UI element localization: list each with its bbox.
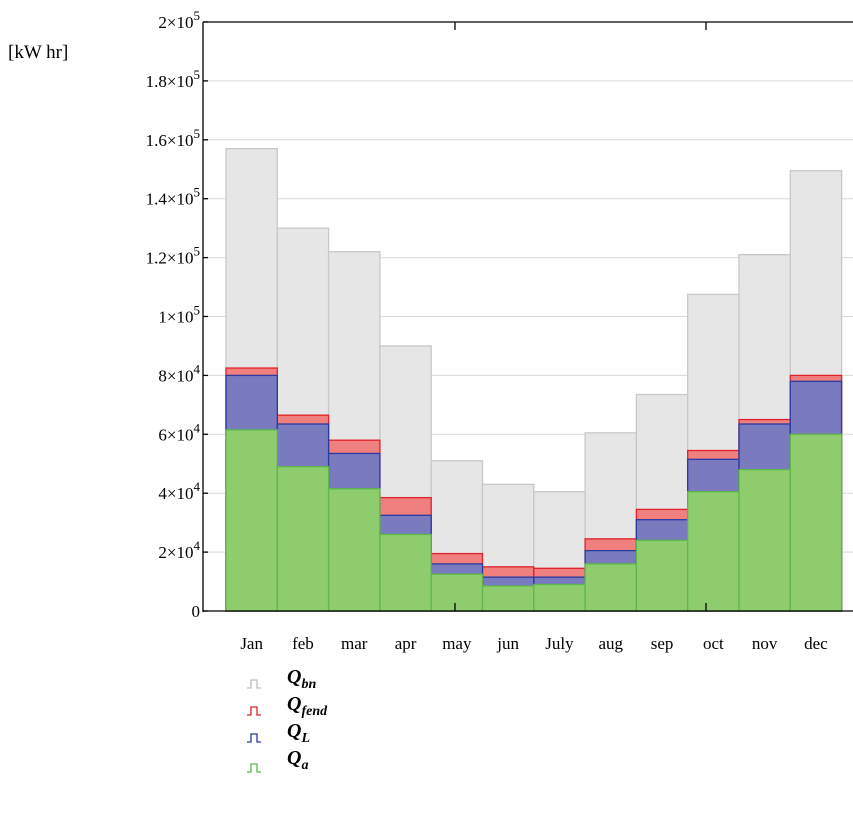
legend-entry-fend: Qfend (287, 693, 328, 719)
x-tick-label-July: July (545, 634, 574, 653)
bar-a-feb (276, 466, 330, 612)
bar-a-may (430, 573, 484, 612)
legend-swatch-L (247, 733, 261, 743)
y-tick-label-8: 1.6×105 (146, 126, 200, 150)
x-tick-label-oct: oct (703, 634, 724, 653)
bar-a-mar (327, 488, 381, 612)
legend-swatch-bn (247, 679, 261, 689)
y-tick-label-10: 2×105 (158, 8, 200, 32)
x-tick-label-dec: dec (804, 634, 828, 653)
x-tick-label-nov: nov (752, 634, 778, 653)
legend-swatch-a (247, 763, 261, 773)
bar-a-jun (481, 585, 535, 612)
y-tick-label-0: 0 (192, 602, 201, 621)
legend-swatch-fend (247, 706, 261, 716)
legend-entry-bn: Qbn (287, 666, 316, 692)
legend-entry-a: Qa (287, 747, 308, 773)
y-tick-label-1: 2×104 (158, 538, 200, 562)
axes (202, 21, 853, 612)
x-tick-label-jun: jun (496, 634, 519, 653)
y-tick-label-6: 1.2×105 (146, 244, 200, 268)
x-tick-label-mar: mar (341, 634, 368, 653)
y-tick-label-3: 6×104 (158, 420, 200, 444)
x-tick-label-feb: feb (292, 634, 314, 653)
bars (225, 147, 843, 612)
y-axis-label: [kW hr] (8, 42, 68, 63)
y-tick-label-9: 1.8×105 (146, 67, 200, 91)
bar-a-nov (738, 468, 791, 612)
x-tick-label-Jan: Jan (240, 634, 263, 653)
x-tick-label-sep: sep (651, 634, 674, 653)
legend-entry-L: QL (287, 720, 310, 746)
bar-a-dec (789, 433, 843, 612)
y-tick-label-7: 1.4×105 (146, 185, 200, 209)
x-tick-label-apr: apr (395, 634, 417, 653)
y-tick-label-5: 1×105 (158, 303, 200, 327)
bar-a-July (533, 583, 586, 612)
x-tick-label-may: may (442, 634, 472, 653)
y-tick-label-4: 8×104 (158, 361, 200, 385)
x-tick-labels: Jan feb mar apr may jun July aug sep oct nov dec (240, 634, 828, 653)
y-tick-label-2: 4×104 (158, 479, 200, 503)
bar-a-oct (687, 491, 740, 612)
bar-a-sep (635, 539, 689, 612)
bar-a-Jan (225, 429, 278, 612)
bar-a-apr (379, 533, 432, 612)
bar-a-aug (584, 563, 638, 612)
y-tick-labels: 0 2×104 4×104 6×104 8×104 1×105 1.2×105 1.4×105… (146, 8, 201, 621)
x-tick-label-aug: aug (598, 634, 623, 653)
